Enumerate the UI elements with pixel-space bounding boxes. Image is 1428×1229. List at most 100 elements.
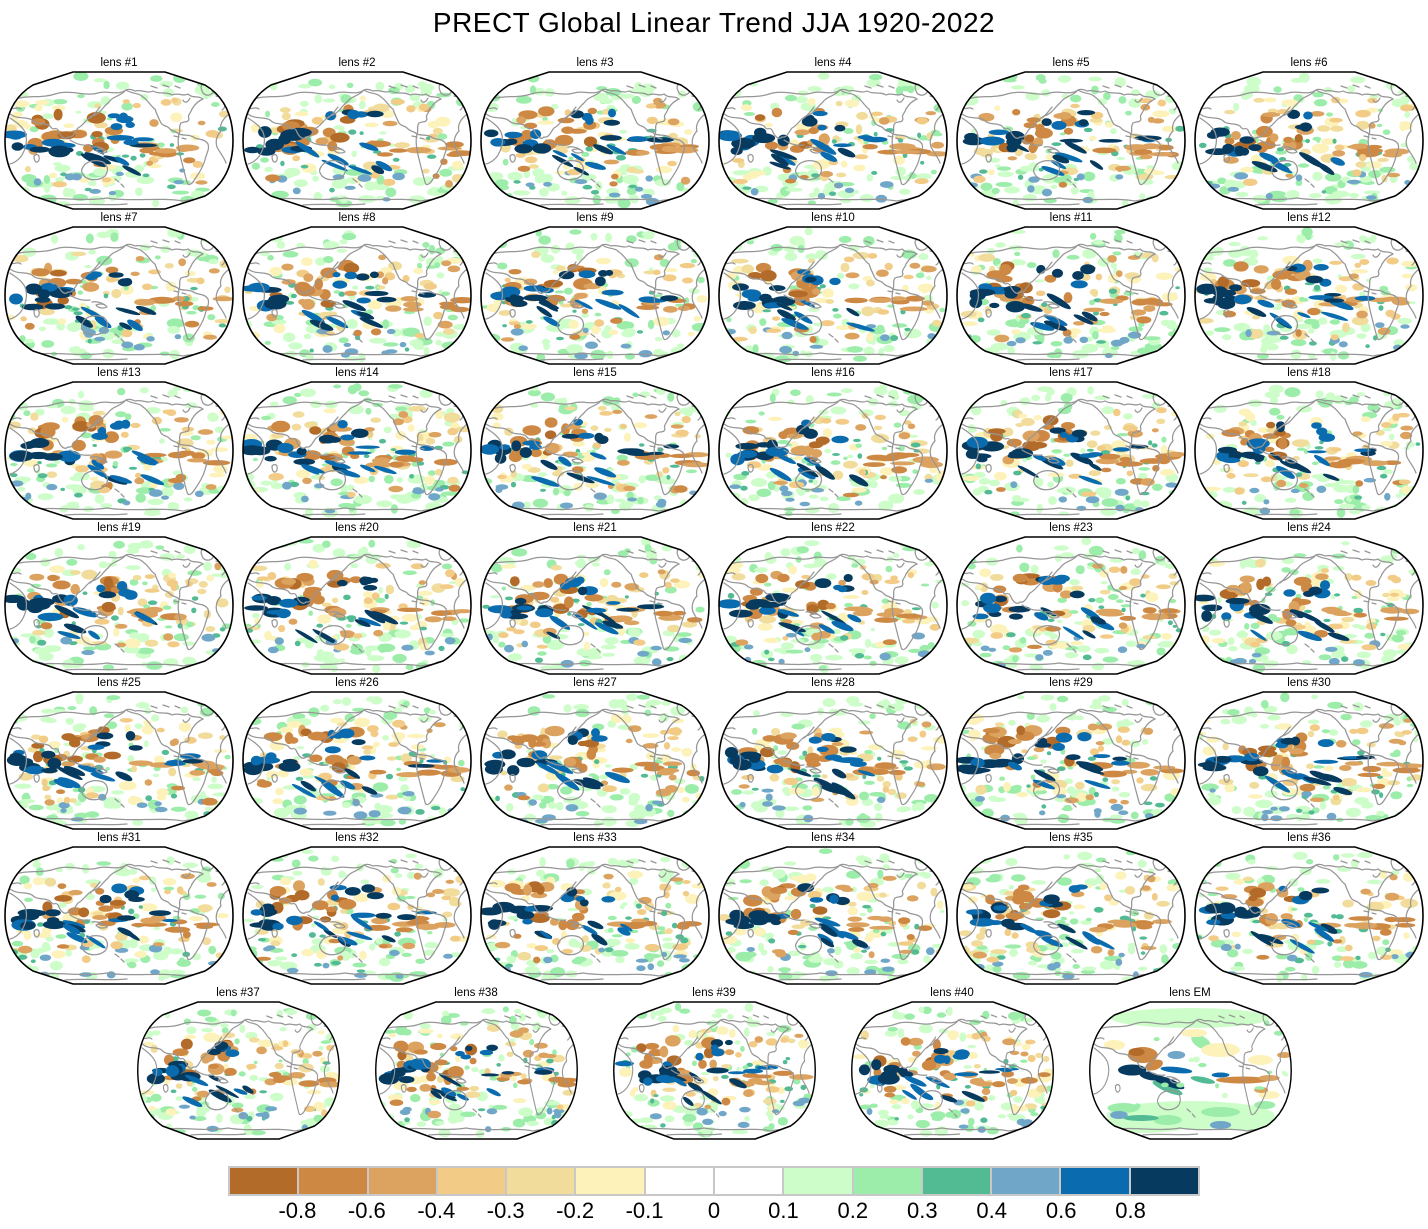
- colorbar-swatches: [228, 1166, 1200, 1196]
- map-panel: lens #10: [714, 212, 952, 367]
- world-map: [1088, 1001, 1292, 1140]
- map-row: lens #1 lens #2 lens #3 lens #4 lens #5 lens …: [0, 57, 1428, 212]
- world-map: [718, 536, 948, 675]
- map-panel: lens #27: [476, 677, 714, 832]
- map-panel-label: lens #37: [216, 987, 260, 999]
- world-map: [718, 71, 948, 210]
- colorbar-tick-labels: -0.8 -0.6 -0.4 -0.3 -0.2 -0.1 0 0.1 0.2 0.3 0.4 0.6…: [228, 1196, 1200, 1226]
- map-panel-label: lens #28: [811, 677, 855, 689]
- map-panel-label: lens #5: [1052, 57, 1090, 69]
- map-panel: lens #6: [1190, 57, 1428, 212]
- world-map: [4, 691, 234, 830]
- world-map: [480, 226, 710, 365]
- world-map: [242, 691, 472, 830]
- map-panel: lens #20: [238, 522, 476, 677]
- map-panel-label: lens #35: [1049, 832, 1093, 844]
- map-panel-label: lens #20: [335, 522, 379, 534]
- map-panel-label: lens #3: [576, 57, 614, 69]
- map-panel: lens #17: [952, 367, 1190, 522]
- world-map: [4, 226, 234, 365]
- map-panel-label: lens #19: [97, 522, 141, 534]
- map-panel-label: lens EM: [1169, 987, 1211, 999]
- world-map: [956, 846, 1186, 985]
- world-map: [718, 381, 948, 520]
- map-panel-label: lens #27: [573, 677, 617, 689]
- world-map: [136, 1001, 340, 1140]
- world-map: [242, 226, 472, 365]
- world-map: [4, 71, 234, 210]
- colorbar-segment: [784, 1168, 852, 1194]
- map-panel-label: lens #25: [97, 677, 141, 689]
- colorbar-tick-label: -0.2: [556, 1198, 595, 1223]
- map-panel: lens #14: [238, 367, 476, 522]
- coastlines: [1199, 82, 1419, 206]
- colorbar-segment: [507, 1168, 575, 1194]
- world-map: [1194, 691, 1424, 830]
- map-panel: lens #34: [714, 832, 952, 987]
- map-panel-label: lens #36: [1287, 832, 1331, 844]
- coastlines: [485, 392, 705, 516]
- map-panel: lens #1: [0, 57, 238, 212]
- colorbar-segment: [922, 1168, 991, 1194]
- map-row: lens #31 lens #32 lens #33 lens #34 lens #35…: [0, 832, 1428, 987]
- map-panel: lens #35: [952, 832, 1190, 987]
- coastlines: [723, 237, 943, 361]
- world-map: [480, 846, 710, 985]
- world-map: [4, 536, 234, 675]
- colorbar-segment: [576, 1168, 644, 1194]
- world-map: [242, 536, 472, 675]
- map-panel: lens #21: [476, 522, 714, 677]
- map-panel-label: lens #16: [811, 367, 855, 379]
- world-map: [1194, 381, 1424, 520]
- map-panel-label: lens #24: [1287, 522, 1331, 534]
- map-panel-label: lens #14: [335, 367, 379, 379]
- map-panel: lens #40: [833, 987, 1071, 1142]
- map-panel-label: lens #30: [1287, 677, 1331, 689]
- coastlines: [485, 857, 705, 981]
- world-map: [1194, 226, 1424, 365]
- map-row: lens #19 lens #20 lens #21 lens #22 lens #23…: [0, 522, 1428, 677]
- map-panel-label: lens #40: [930, 987, 974, 999]
- colorbar-tick-label: 0.4: [976, 1198, 1007, 1223]
- world-map: [374, 1001, 578, 1140]
- colorbar-segment: [299, 1168, 367, 1194]
- world-map: [480, 381, 710, 520]
- world-map: [956, 691, 1186, 830]
- map-panel-label: lens #34: [811, 832, 855, 844]
- map-row: lens #7 lens #8 lens #9 lens #10 lens #11 len…: [0, 212, 1428, 367]
- world-map: [4, 381, 234, 520]
- world-map: [242, 381, 472, 520]
- colorbar-segment: [714, 1168, 783, 1194]
- colorbar-segment: [853, 1168, 921, 1194]
- colorbar-segment: [992, 1168, 1060, 1194]
- map-row: lens #13 lens #14 lens #15 lens #16 lens #17…: [0, 367, 1428, 522]
- map-panel: lens #15: [476, 367, 714, 522]
- colorbar-tick-label: -0.8: [278, 1198, 317, 1223]
- map-panel-label: lens #1: [100, 57, 138, 69]
- colorbar-segment: [437, 1168, 506, 1194]
- world-map: [242, 71, 472, 210]
- map-panel: lens #23: [952, 522, 1190, 677]
- colorbar: -0.8 -0.6 -0.4 -0.3 -0.2 -0.1 0 0.1 0.2 0.3 0.4 0.6…: [228, 1166, 1200, 1226]
- colorbar-tick-label: 0.2: [837, 1198, 869, 1223]
- coastlines: [723, 857, 943, 981]
- map-row: lens #37 lens #38 lens #39 lens #40 lens EM: [0, 987, 1428, 1142]
- map-panel-label: lens #23: [1049, 522, 1093, 534]
- map-panel-label: lens #6: [1290, 57, 1328, 69]
- map-panel-label: lens #7: [100, 212, 138, 224]
- world-map: [956, 381, 1186, 520]
- map-panel: lens #24: [1190, 522, 1428, 677]
- map-panel: lens #38: [357, 987, 595, 1142]
- map-panel: lens #29: [952, 677, 1190, 832]
- coastlines: [1199, 392, 1419, 516]
- map-panel: lens #28: [714, 677, 952, 832]
- map-panel-label: lens #29: [1049, 677, 1093, 689]
- world-map: [956, 536, 1186, 675]
- map-panel-label: lens #2: [338, 57, 376, 69]
- colorbar-segment: [368, 1168, 436, 1194]
- map-panel: lens #4: [714, 57, 952, 212]
- world-map: [718, 226, 948, 365]
- map-panel-label: lens #11: [1049, 212, 1093, 224]
- world-map: [612, 1001, 816, 1140]
- map-panel: lens #39: [595, 987, 833, 1142]
